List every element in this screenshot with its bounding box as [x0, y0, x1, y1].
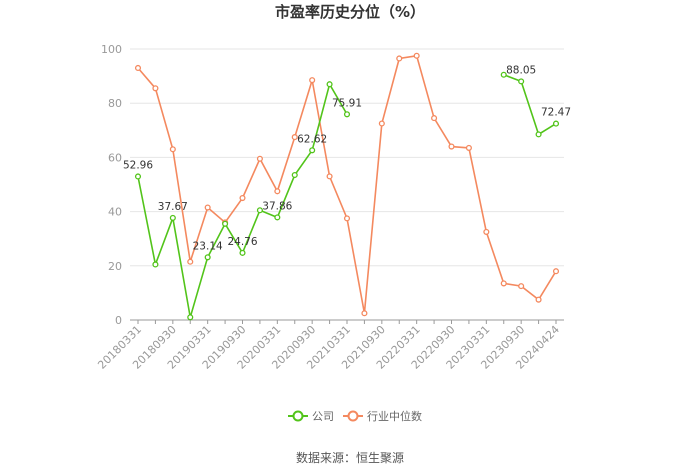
data-point[interactable]: [309, 147, 316, 154]
legend-label: 公司: [312, 410, 334, 423]
data-point[interactable]: [552, 268, 560, 275]
data-point[interactable]: [169, 146, 176, 153]
data-point[interactable]: [204, 204, 211, 211]
y-tick-label: 40: [108, 206, 122, 219]
data-label: 24.76: [227, 236, 257, 248]
data-point[interactable]: [378, 120, 385, 127]
legend-item-industry-median[interactable]: 行业中位数: [343, 409, 422, 423]
data-label: 72.47: [541, 107, 571, 119]
data-point[interactable]: [291, 134, 298, 141]
data-point[interactable]: [152, 85, 159, 92]
data-label: 37.67: [158, 201, 188, 213]
series-line: [503, 73, 557, 136]
data-label: 52.96: [123, 159, 153, 171]
legend-item-company[interactable]: 公司: [288, 410, 334, 423]
data-point[interactable]: [396, 55, 403, 62]
data-point[interactable]: [535, 296, 542, 303]
data-point[interactable]: [256, 155, 263, 162]
data-point[interactable]: [535, 131, 542, 138]
data-point[interactable]: [204, 254, 211, 261]
data-point[interactable]: [309, 77, 316, 84]
data-point[interactable]: [326, 81, 333, 88]
series-company: [134, 71, 560, 321]
y-tick-label: 60: [108, 151, 122, 164]
data-label-layer: 52.96 37.67 23.14 24.76 37.86 62.62 75.91 88.05…: [123, 64, 571, 252]
series-industry-median: [134, 52, 560, 317]
y-tick-label: 0: [115, 314, 122, 327]
data-point[interactable]: [361, 310, 368, 317]
data-point[interactable]: [483, 228, 490, 235]
data-point[interactable]: [239, 249, 246, 256]
data-point[interactable]: [291, 171, 298, 179]
legend-swatch-marker: [292, 410, 304, 422]
data-point[interactable]: [465, 144, 472, 151]
data-point[interactable]: [500, 71, 507, 78]
data-point[interactable]: [187, 314, 194, 321]
data-point[interactable]: [518, 283, 525, 290]
data-point[interactable]: [274, 188, 281, 195]
data-point[interactable]: [343, 215, 351, 222]
data-point[interactable]: [256, 207, 263, 214]
data-point[interactable]: [169, 214, 176, 221]
data-label: 62.62: [297, 133, 327, 145]
data-point[interactable]: [413, 52, 420, 59]
data-label: 88.05: [506, 64, 536, 76]
y-tick-label: 20: [108, 260, 122, 273]
series-layer: [134, 52, 560, 321]
data-point[interactable]: [274, 214, 281, 221]
data-label: 75.91: [332, 97, 362, 109]
legend-label: 行业中位数: [367, 409, 422, 423]
data-point[interactable]: [500, 280, 507, 287]
data-point[interactable]: [239, 195, 246, 202]
data-point[interactable]: [187, 258, 194, 265]
data-point[interactable]: [326, 173, 333, 180]
data-label: 23.14: [193, 240, 223, 252]
chart-title: 市盈率历史分位（%）: [275, 3, 425, 21]
y-tick-label: 100: [101, 43, 122, 56]
data-point[interactable]: [222, 220, 229, 227]
legend[interactable]: 公司 行业中位数: [288, 409, 422, 423]
data-point[interactable]: [152, 261, 159, 268]
data-label: 37.86: [262, 200, 292, 212]
data-point[interactable]: [431, 115, 438, 122]
data-point[interactable]: [343, 111, 351, 118]
data-point[interactable]: [448, 143, 455, 150]
data-point[interactable]: [552, 120, 560, 127]
data-point[interactable]: [134, 64, 142, 72]
data-point[interactable]: [518, 78, 525, 85]
legend-swatch-marker: [347, 410, 359, 422]
y-tick-label: 80: [108, 97, 122, 110]
series-line: [137, 54, 557, 314]
grid-layer: [130, 48, 564, 267]
data-point[interactable]: [134, 173, 142, 180]
data-source: 数据来源：恒生聚源: [296, 450, 404, 465]
